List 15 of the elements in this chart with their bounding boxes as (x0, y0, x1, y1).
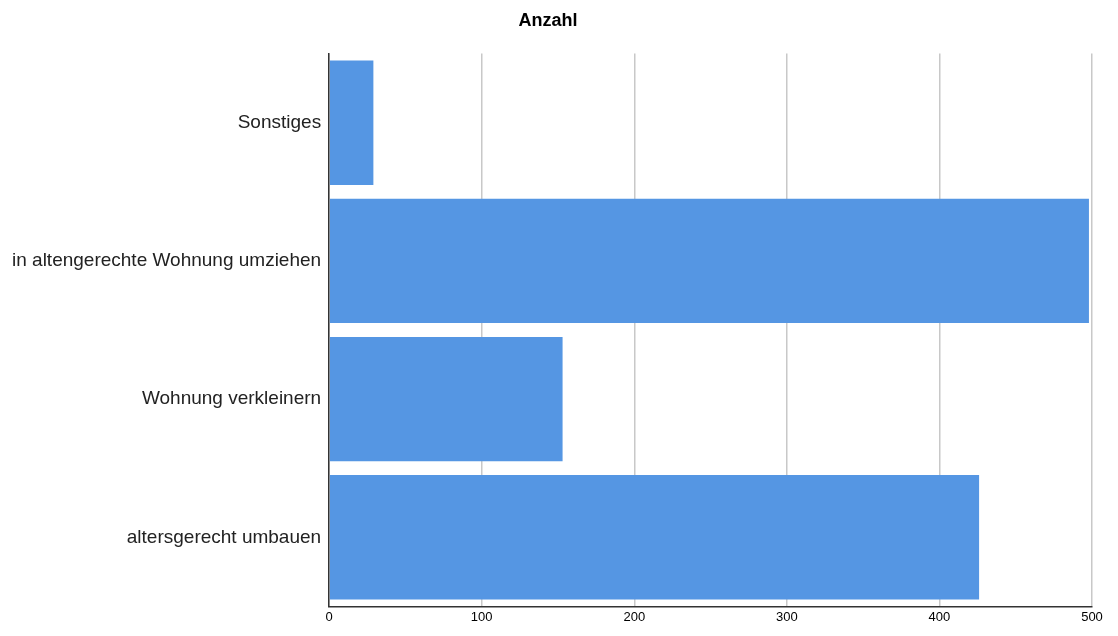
x-tick-label: 100 (470, 608, 493, 624)
x-tick-label: 500 (1081, 608, 1103, 624)
bar (329, 60, 374, 185)
y-tick-label: altersgerecht umbauen (126, 525, 322, 547)
y-tick-label: Wohnung verkleinern (141, 387, 322, 409)
bar (329, 198, 1089, 324)
bar (329, 336, 563, 462)
x-tick-label: 300 (776, 608, 798, 624)
bar (329, 475, 980, 600)
x-tick-label: 200 (623, 608, 646, 624)
x-tick-label: 400 (928, 608, 951, 624)
y-tick-label: Sonstiges (237, 110, 322, 132)
y-tick-label: in altengerechte Wohnung umziehen (12, 249, 322, 271)
chart-title: Anzahl (518, 9, 578, 30)
x-tick-label: 0 (325, 608, 333, 624)
